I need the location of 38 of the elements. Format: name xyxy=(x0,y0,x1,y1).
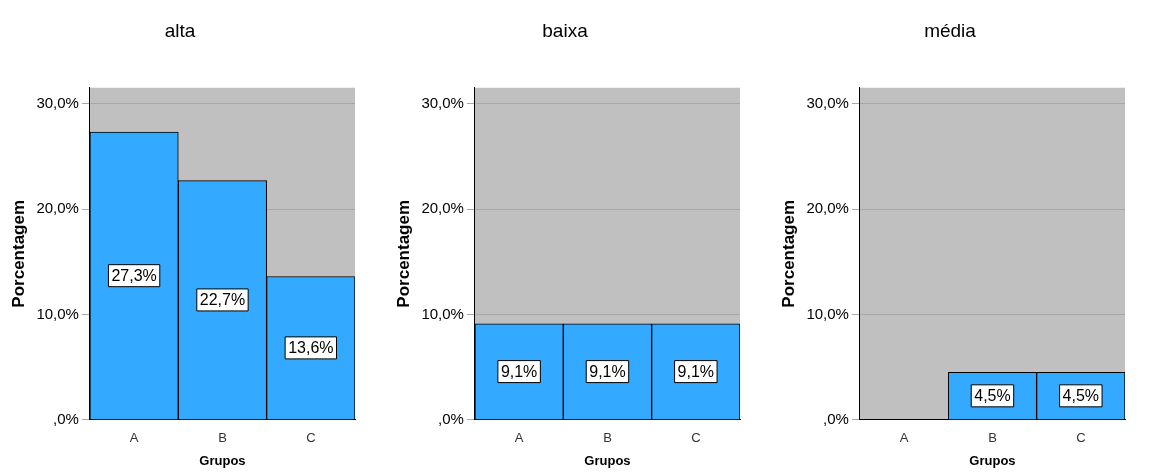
x-tick-label: C xyxy=(306,430,316,446)
data-label: 9,1% xyxy=(677,363,715,380)
y-tick-label: 10,0% xyxy=(806,304,849,322)
y-axis-title: Porcentagem xyxy=(778,199,798,308)
chart-title: alta xyxy=(164,19,196,41)
x-tick-label: B xyxy=(988,430,997,446)
data-label: 9,1% xyxy=(589,363,626,380)
x-axis-title: Grupos xyxy=(584,452,631,468)
data-label: 9,1% xyxy=(500,363,538,380)
y-tick-label: 30,0% xyxy=(421,93,464,111)
data-label: 22,7% xyxy=(199,291,246,309)
y-tick-label: 20,0% xyxy=(421,199,464,217)
chart-title: baixa xyxy=(542,19,589,41)
data-label: 27,3% xyxy=(111,267,157,285)
x-tick-label: A xyxy=(129,430,139,446)
x-tick-label: B xyxy=(218,430,227,446)
x-tick-label: A xyxy=(899,430,909,446)
y-tick-label: ,0% xyxy=(438,409,464,427)
y-tick-label: 30,0% xyxy=(36,93,79,111)
x-tick-label: C xyxy=(1076,430,1086,446)
data-label: 4,5% xyxy=(1062,387,1100,405)
y-tick-label: ,0% xyxy=(53,409,79,427)
y-tick-label: 20,0% xyxy=(806,199,849,217)
x-tick-label: C xyxy=(691,430,701,446)
y-tick-label: ,0% xyxy=(823,409,849,427)
data-label: 4,5% xyxy=(974,387,1011,405)
x-axis-title: Grupos xyxy=(969,452,1016,468)
y-axis-title: Porcentagem xyxy=(8,199,28,308)
x-axis-title: Grupos xyxy=(199,452,246,468)
x-tick-label: A xyxy=(514,430,524,446)
chart-title: média xyxy=(924,19,977,41)
y-tick-label: 30,0% xyxy=(806,93,849,111)
y-axis-title: Porcentagem xyxy=(393,199,413,308)
y-tick-label: 20,0% xyxy=(36,199,79,217)
data-label: 13,6% xyxy=(288,339,334,357)
y-tick-label: 10,0% xyxy=(421,304,464,322)
x-tick-label: B xyxy=(603,430,612,446)
y-tick-label: 10,0% xyxy=(36,304,79,322)
